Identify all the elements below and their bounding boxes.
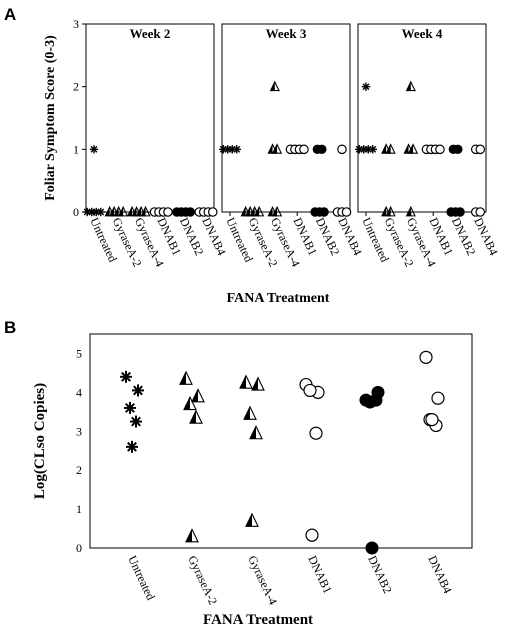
panel-a-point bbox=[405, 205, 416, 217]
panel-b-point bbox=[303, 383, 317, 398]
panel-b-y-axis-label: Log(CLso Copies) bbox=[32, 383, 48, 499]
panel-b-point bbox=[245, 512, 259, 527]
panel-a-point bbox=[475, 207, 486, 217]
panel-a-y-axis-label: Foliar Symptom Score (0-3) bbox=[43, 35, 58, 201]
panel-a-point bbox=[232, 145, 241, 154]
panel-a-point bbox=[271, 205, 283, 217]
panel-b-point bbox=[126, 440, 138, 453]
panel-b-point bbox=[185, 528, 199, 543]
panel-a-facet-frame bbox=[85, 23, 215, 213]
panel-a-y-tick-label: 3 bbox=[73, 17, 79, 31]
panel-b-point bbox=[191, 388, 205, 403]
panel-a-facet-frame bbox=[221, 23, 351, 213]
panel-a-point bbox=[317, 144, 327, 155]
panel-b-x-tick-label: Untreated bbox=[125, 553, 158, 602]
panel-a-facet-title: Week 2 bbox=[130, 26, 171, 41]
panel-b-x-tick-label: GyraseA-4 bbox=[245, 553, 280, 607]
panel-a-point bbox=[319, 207, 329, 217]
panel-b-point bbox=[419, 350, 433, 364]
panel-b-x-tick-label: DNAB2 bbox=[365, 553, 395, 595]
panel-a-point bbox=[140, 205, 151, 217]
panel-b-point bbox=[251, 376, 265, 391]
panel-a-point bbox=[341, 207, 352, 217]
panel-a-point bbox=[435, 144, 445, 155]
panel-b-point bbox=[309, 426, 323, 440]
panel-b-x-tick-label: DNAB1 bbox=[305, 553, 335, 595]
panel-a-point bbox=[361, 82, 371, 91]
panel-a-point bbox=[385, 205, 396, 217]
panel-b-point bbox=[183, 395, 197, 411]
panel-a-y-tick-label: 1 bbox=[73, 142, 79, 156]
panel-b-point bbox=[239, 374, 253, 389]
panel-a-point bbox=[405, 80, 416, 92]
panel-a-point bbox=[475, 144, 486, 155]
panel-b-chart: 0 1 2 3 4 5 Log(CLso Copies) Untreated GyraseA-2… bbox=[32, 333, 473, 628]
panel-a-facet-title: Week 3 bbox=[266, 26, 307, 41]
panel-a-letter: A bbox=[4, 5, 16, 24]
panel-a-y-tick-label: 0 bbox=[73, 205, 79, 219]
panel-b-x-axis-label: FANA Treatment bbox=[203, 612, 313, 628]
panel-b-point bbox=[369, 393, 383, 407]
panel-a-x-axis-label: FANA Treatment bbox=[227, 291, 330, 306]
panel-b-x-tick-label: GyraseA-2 bbox=[185, 553, 220, 607]
panel-a-point bbox=[163, 207, 173, 217]
panel-b-plot-frame bbox=[89, 333, 473, 549]
panel-a-point bbox=[407, 143, 419, 154]
panel-a-point bbox=[185, 207, 196, 217]
panel-b-point bbox=[305, 528, 319, 542]
panel-a-point bbox=[254, 205, 265, 217]
panel-a-point bbox=[207, 207, 218, 217]
panel-b-point bbox=[130, 415, 142, 428]
panel-a-point bbox=[455, 207, 465, 217]
panel-b-point bbox=[431, 391, 445, 405]
panel-a-point bbox=[385, 143, 396, 154]
panel-b-point bbox=[132, 384, 144, 397]
panel-a-point bbox=[89, 145, 99, 154]
panel-b-point bbox=[124, 401, 136, 414]
panel-a-point bbox=[118, 205, 129, 217]
panel-b-y-tick-label: 0 bbox=[76, 541, 82, 555]
panel-b-letter: B bbox=[4, 318, 16, 337]
panel-a-facet-title: Week 4 bbox=[402, 26, 443, 41]
panel-a-facet-frame bbox=[357, 23, 487, 213]
panel-a-point bbox=[96, 207, 105, 217]
panel-b-y-tick-label: 3 bbox=[76, 424, 82, 438]
panel-b-x-tick-label: DNAB4 bbox=[425, 553, 455, 595]
panel-a-point bbox=[271, 143, 283, 154]
panel-b-point bbox=[425, 413, 439, 427]
panel-a-y-tick-label: 2 bbox=[73, 80, 79, 94]
panel-a-point bbox=[453, 144, 463, 155]
panel-a-point bbox=[299, 144, 309, 155]
panel-b-point bbox=[120, 370, 132, 383]
panel-b-y-tick-label: 1 bbox=[76, 502, 82, 516]
panel-b-point bbox=[365, 541, 379, 555]
panel-b-point bbox=[249, 425, 263, 440]
panel-a-point bbox=[337, 144, 347, 155]
panel-b-point bbox=[243, 405, 257, 420]
panel-a-point bbox=[368, 145, 377, 154]
panel-b-y-tick-label: 5 bbox=[76, 346, 82, 360]
panel-a-point bbox=[269, 80, 280, 92]
panel-b-point bbox=[189, 409, 203, 424]
panel-b-y-tick-label: 2 bbox=[76, 463, 82, 477]
panel-b-y-tick-label: 4 bbox=[76, 385, 82, 399]
panel-b-point bbox=[179, 370, 193, 385]
